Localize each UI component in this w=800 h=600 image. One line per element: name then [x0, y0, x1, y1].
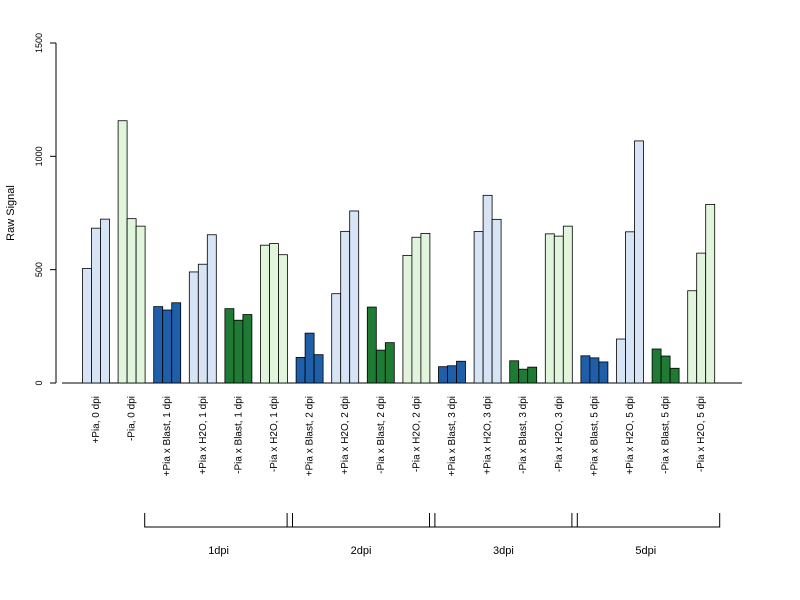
bar — [135, 225, 146, 384]
y-axis-label: Raw Signal — [5, 185, 17, 241]
x-tick-label: +Pia x H2O, 5 dpi — [625, 396, 636, 475]
timepoint-bracket — [571, 513, 721, 528]
bar — [188, 271, 199, 384]
bar — [117, 120, 128, 384]
x-tick-label: -Pia x Blast, 2 dpi — [376, 396, 387, 474]
bar — [304, 332, 315, 384]
bar — [482, 194, 493, 384]
bars — [82, 120, 716, 384]
bar — [544, 233, 555, 384]
y-tick-label: 1500 — [34, 33, 44, 53]
bar — [224, 308, 235, 384]
bar — [295, 356, 306, 384]
bar — [420, 232, 431, 384]
x-tick-label: +Pia x H2O, 3 dpi — [483, 396, 494, 475]
bar — [589, 357, 600, 384]
bar — [473, 231, 484, 384]
bar — [82, 268, 92, 384]
timepoint-label: 1dpi — [208, 545, 229, 557]
bar — [651, 348, 662, 384]
x-tick-label: -Pia, 0 dpi — [127, 396, 138, 441]
bar — [126, 218, 137, 384]
x-tick-label: -Pia x H2O, 1 dpi — [269, 396, 280, 472]
bar — [509, 360, 520, 384]
bar — [562, 225, 573, 384]
bar — [278, 254, 288, 384]
bar — [197, 263, 208, 384]
bar — [313, 354, 324, 384]
bar — [153, 306, 164, 384]
bar — [491, 218, 502, 384]
bar — [91, 227, 101, 384]
timepoint-brackets: 1dpi 2dpi 3dpi 5dpi — [144, 513, 721, 557]
x-tick-label: +Pia x H2O, 2 dpi — [340, 396, 351, 475]
bar — [687, 290, 698, 384]
timepoint-bracket — [144, 513, 293, 528]
bar — [705, 203, 716, 384]
bar — [100, 218, 110, 384]
bar — [634, 140, 644, 384]
x-tick-label: -Pia x Blast, 5 dpi — [661, 396, 672, 474]
x-tick-label: +Pia x Blast, 2 dpi — [305, 396, 316, 476]
x-tick-label: +Pia x Blast, 3 dpi — [447, 396, 458, 476]
x-tick-label: +Pia x H2O, 1 dpi — [198, 396, 209, 475]
bar — [518, 368, 529, 384]
bar — [162, 309, 173, 384]
bar — [456, 360, 466, 384]
y-tick-label: 500 — [34, 262, 44, 277]
bar — [366, 306, 377, 384]
bar — [233, 319, 244, 384]
x-tick-label: +Pia, 0 dpi — [91, 396, 102, 444]
x-tick-label: -Pia x H2O, 3 dpi — [554, 396, 565, 472]
y-tick-label: 0 — [34, 380, 44, 385]
timepoint-label: 5dpi — [635, 545, 656, 557]
x-tick-label: -Pia x H2O, 2 dpi — [411, 396, 422, 472]
bar — [171, 302, 182, 384]
timepoint-label: 3dpi — [493, 545, 514, 557]
x-tick-label: +Pia x Blast, 1 dpi — [162, 396, 173, 476]
timepoint-bracket — [429, 513, 578, 528]
bar — [269, 243, 279, 384]
bar — [242, 314, 253, 384]
bar — [625, 231, 635, 384]
x-tick-label: -Pia x Blast, 1 dpi — [233, 396, 244, 474]
x-tick-label: -Pia x Blast, 3 dpi — [518, 396, 529, 474]
bar — [260, 244, 270, 384]
y-axis: 0 500 1000 1500 Raw Signal — [5, 33, 57, 386]
timepoint-label: 2dpi — [351, 545, 372, 557]
bar — [411, 236, 422, 384]
bar — [340, 230, 351, 384]
bar — [660, 355, 671, 384]
bar — [580, 355, 591, 384]
bar — [438, 366, 448, 384]
bar — [527, 366, 538, 384]
bar — [669, 367, 680, 384]
bar — [553, 235, 564, 384]
bar — [696, 252, 707, 384]
bar — [598, 361, 609, 384]
x-tick-label: +Pia x Blast, 5 dpi — [589, 396, 600, 476]
x-tick-label: -Pia x H2O, 5 dpi — [696, 396, 707, 472]
bar — [206, 234, 217, 384]
y-tick-label: 1000 — [34, 146, 44, 166]
bar — [616, 338, 626, 384]
bar — [447, 365, 457, 384]
x-tick-labels: +Pia, 0 dpi -Pia, 0 dpi +Pia x Blast, 1 dp… — [91, 396, 707, 476]
bar — [375, 349, 386, 384]
timepoint-bracket — [286, 513, 436, 528]
bar — [349, 210, 360, 384]
bar — [331, 293, 342, 384]
bar — [384, 342, 395, 384]
bar — [402, 254, 413, 384]
